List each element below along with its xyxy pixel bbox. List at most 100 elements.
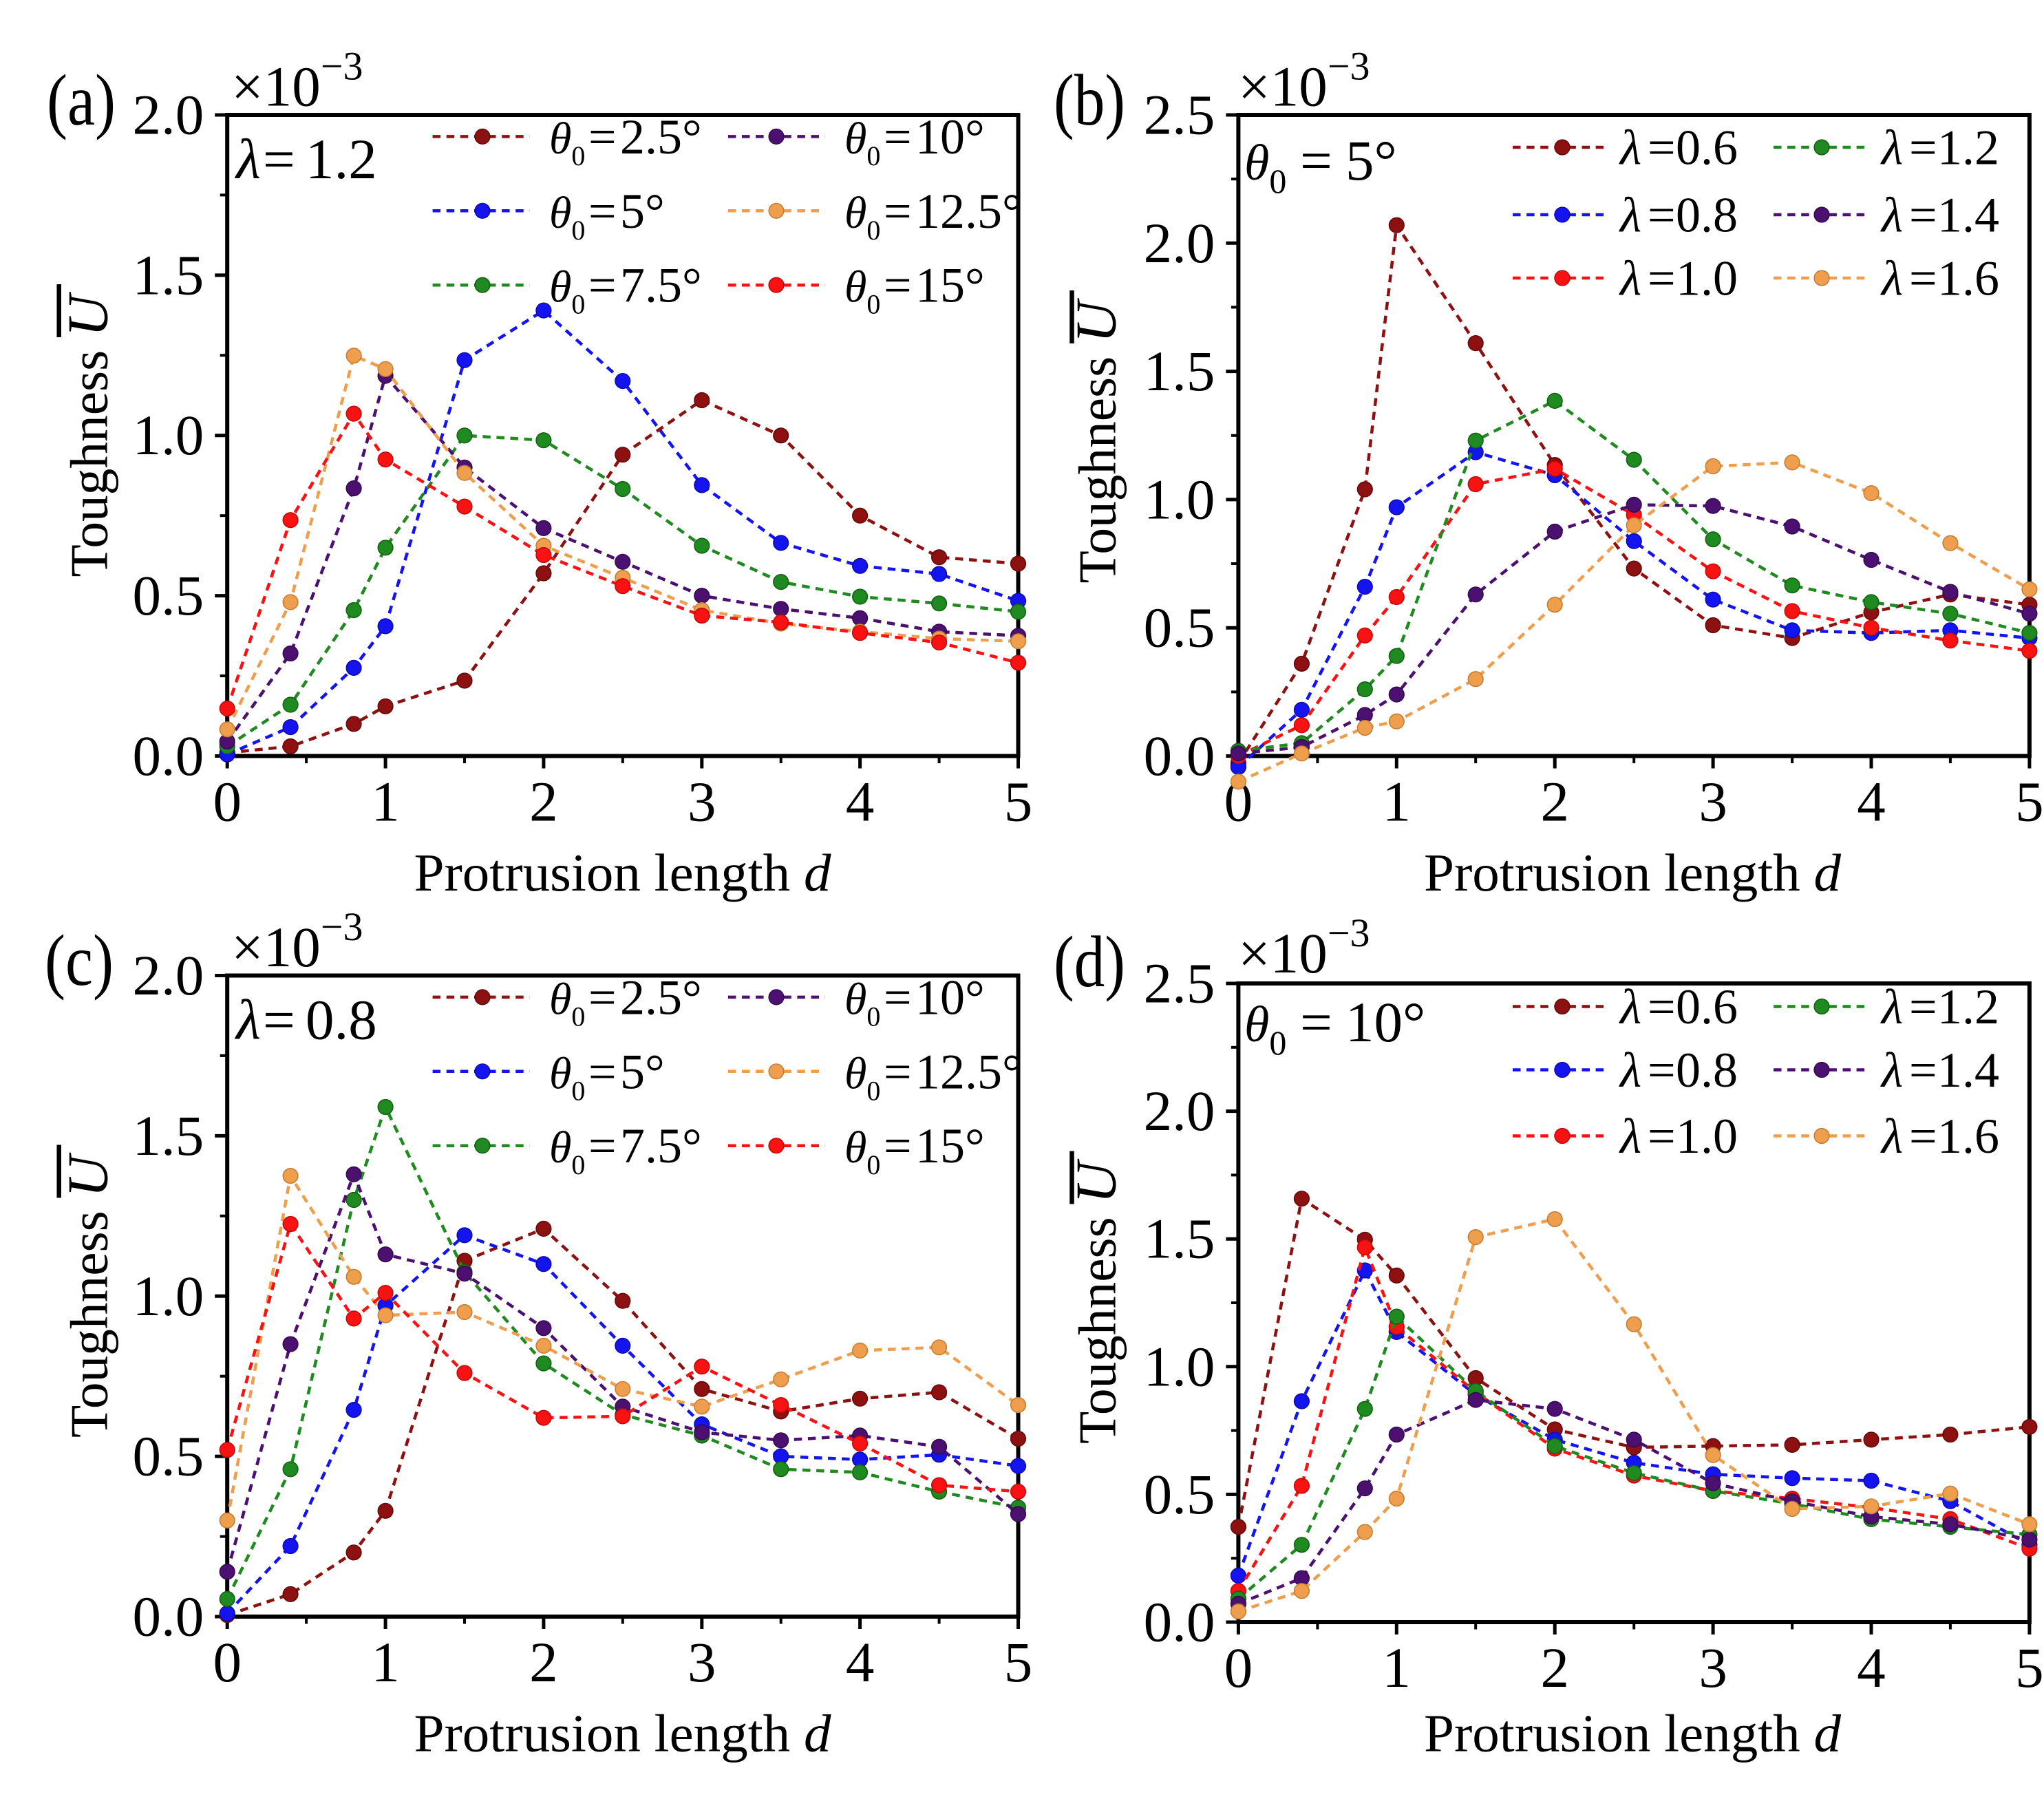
svg-text:2.5: 2.5	[1144, 952, 1215, 1015]
svg-text:=: =	[1648, 251, 1676, 306]
svg-text:=: =	[884, 1044, 912, 1099]
svg-text:=: =	[1909, 188, 1937, 243]
svg-text:Toughness U: Toughness U	[1065, 1158, 1129, 1444]
svg-text:=: =	[588, 184, 617, 239]
svg-text:=: =	[884, 184, 912, 239]
svg-text:λ: λ	[1619, 120, 1641, 175]
svg-text:0: 0	[213, 1630, 242, 1694]
svg-text:0.0: 0.0	[132, 724, 204, 787]
svg-text:5°: 5°	[620, 184, 665, 239]
svg-text:Toughness U: Toughness U	[1065, 297, 1129, 583]
svg-text:0.0: 0.0	[132, 1585, 204, 1648]
svg-text:2: 2	[529, 770, 558, 833]
svg-text:λ: λ	[1880, 251, 1903, 306]
svg-text:λ: λ	[1619, 979, 1641, 1034]
svg-text:2.5°: 2.5°	[620, 970, 702, 1025]
svg-text:(c): (c)	[45, 920, 114, 1001]
svg-text:=: =	[884, 1118, 912, 1173]
svg-text:(d): (d)	[1054, 922, 1125, 1002]
svg-text:12.5°: 12.5°	[915, 184, 1022, 239]
svg-text:1.6: 1.6	[1937, 1109, 1999, 1164]
svg-text:Protrusion length d: Protrusion length d	[1424, 843, 1842, 902]
svg-text:15°: 15°	[915, 1118, 985, 1173]
svg-text:=: =	[263, 988, 295, 1052]
svg-text:Protrusion length d: Protrusion length d	[414, 843, 832, 902]
svg-text:1.4: 1.4	[1937, 188, 1999, 243]
svg-text:5: 5	[2015, 770, 2044, 833]
svg-text:=: =	[1648, 188, 1676, 243]
svg-text:1.5: 1.5	[1144, 1207, 1215, 1270]
svg-text:5: 5	[1004, 1630, 1033, 1694]
svg-text:3: 3	[688, 1630, 716, 1694]
svg-text:Protrusion length d: Protrusion length d	[414, 1704, 832, 1763]
svg-text:2.0: 2.0	[132, 944, 204, 1007]
svg-text:(a): (a)	[47, 60, 116, 140]
svg-text:1.6: 1.6	[1937, 251, 1999, 306]
svg-text:=: =	[884, 258, 912, 313]
svg-text:Toughness U: Toughness U	[56, 291, 120, 577]
svg-text:=: =	[1648, 120, 1676, 175]
svg-text:1.0: 1.0	[1676, 1109, 1738, 1164]
svg-text:λ: λ	[1619, 1109, 1641, 1164]
svg-text:0.5: 0.5	[1144, 596, 1215, 659]
svg-text:1.5: 1.5	[132, 243, 204, 306]
svg-text:1.5: 1.5	[132, 1104, 204, 1167]
svg-text:0: 0	[213, 770, 242, 833]
svg-text:=: =	[588, 1044, 617, 1099]
svg-text:λ: λ	[1619, 1043, 1641, 1098]
svg-text:1.4: 1.4	[1937, 1043, 1999, 1098]
svg-text:0.6: 0.6	[1676, 120, 1738, 175]
svg-text:=: =	[588, 258, 617, 313]
svg-text:λ: λ	[234, 988, 261, 1052]
svg-text:5: 5	[2015, 1636, 2044, 1699]
svg-text:2.0: 2.0	[1144, 1079, 1215, 1142]
svg-text:15°: 15°	[915, 258, 985, 313]
svg-text:λ: λ	[1619, 251, 1641, 306]
svg-text:λ: λ	[1880, 1043, 1903, 1098]
svg-text:=: =	[1909, 120, 1937, 175]
svg-text:0.8: 0.8	[306, 988, 377, 1052]
svg-text:10°: 10°	[915, 970, 985, 1025]
svg-text:0.5: 0.5	[1144, 1462, 1215, 1526]
svg-text:0.5: 0.5	[132, 1425, 204, 1488]
svg-text:0.5: 0.5	[132, 564, 204, 627]
svg-text:2.5°: 2.5°	[620, 109, 702, 164]
svg-text:=: =	[1300, 129, 1332, 192]
svg-text:1.2: 1.2	[306, 127, 377, 191]
svg-text:10°: 10°	[915, 109, 985, 164]
svg-text:1: 1	[1383, 770, 1412, 833]
svg-text:7.5°: 7.5°	[620, 258, 702, 313]
svg-text:4: 4	[1857, 770, 1886, 833]
svg-text:1.0: 1.0	[1676, 251, 1738, 306]
svg-text:0.0: 0.0	[1144, 724, 1215, 787]
svg-text:4: 4	[846, 1630, 875, 1694]
svg-text:1: 1	[371, 1630, 400, 1694]
svg-text:=: =	[1909, 1043, 1937, 1098]
svg-text:1: 1	[1383, 1636, 1412, 1699]
svg-text:=: =	[588, 109, 617, 164]
svg-text:2.0: 2.0	[132, 83, 204, 147]
svg-text:θ0: θ0	[549, 1122, 585, 1180]
svg-text:=: =	[1300, 990, 1332, 1054]
svg-text:=: =	[1909, 251, 1937, 306]
svg-text:7.5°: 7.5°	[620, 1118, 702, 1173]
svg-text:=: =	[263, 127, 295, 191]
svg-text:3: 3	[1699, 1636, 1727, 1699]
svg-text:Protrusion length d: Protrusion length d	[1424, 1704, 1842, 1763]
svg-text:0.0: 0.0	[1144, 1590, 1215, 1654]
svg-text:1.0: 1.0	[132, 1264, 204, 1328]
svg-text:1.2: 1.2	[1937, 979, 1999, 1034]
svg-text:1.2: 1.2	[1937, 120, 1999, 175]
svg-text:=: =	[884, 109, 912, 164]
svg-text:0.8: 0.8	[1676, 1043, 1738, 1098]
svg-text:=: =	[1648, 1109, 1676, 1164]
svg-text:1.0: 1.0	[132, 403, 204, 467]
svg-text:Toughness U: Toughness U	[56, 1152, 120, 1438]
svg-text:λ: λ	[1619, 188, 1641, 243]
svg-text:1: 1	[371, 770, 400, 833]
svg-text:=: =	[1909, 1109, 1937, 1164]
svg-text:0.8: 0.8	[1676, 188, 1738, 243]
svg-text:=: =	[1648, 1043, 1676, 1098]
svg-text:1.5: 1.5	[1144, 339, 1215, 403]
svg-text:4: 4	[846, 770, 875, 833]
